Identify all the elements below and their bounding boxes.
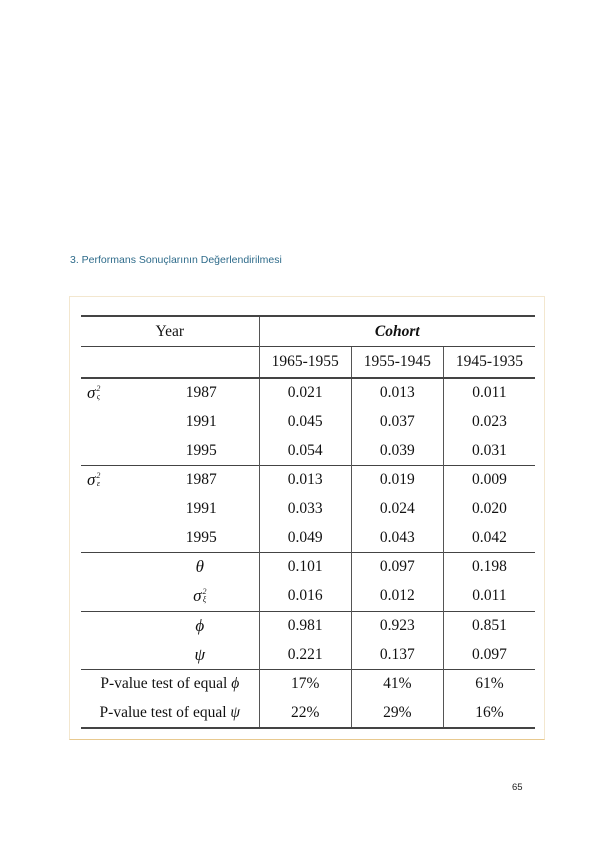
table-cell: 0.097 [442,640,535,670]
cohort-ranges-row: 1965-1955 1955-1945 1945-1935 [81,346,535,379]
table-cell: 0.045 [258,407,352,437]
table-row: P-value test of equal ψ 22% 29% 16% [81,698,535,730]
table-cell: 17% [258,668,352,699]
table-cell: 0.011 [442,581,535,611]
table-cell: 0.013 [350,378,444,408]
table-cell: 0.009 [442,465,535,495]
table-cell: 0.221 [258,640,352,670]
table-cell: 0.037 [350,407,444,437]
cohort-header: Cohort [258,315,535,347]
table-cell: 41% [350,668,444,699]
table-frame [69,296,545,740]
table-cell: 0.012 [350,581,444,611]
section-heading: 3. Performans Sonuçlarının Değerlendiril… [70,254,282,266]
table-cell: 0.021 [258,378,352,408]
phi-symbol: ϕ [195,615,205,635]
table-cell: 0.198 [442,552,535,582]
pvalue-phi-label: P-value test of equal ϕ [81,668,260,699]
year-label: 1987 [185,471,217,489]
table-header-row: Year Cohort [81,315,535,347]
year-label: 1991 [185,500,217,518]
table-row: ψ 0.221 0.137 0.097 [81,640,535,670]
table-cell: 0.019 [350,465,444,495]
table-row: 1995 0.049 0.043 0.042 [81,523,535,553]
table-cell: 0.923 [350,610,444,641]
table-cell: 0.137 [350,640,444,670]
table-row: θ 0.101 0.097 0.198 [81,552,535,582]
table-cell: 0.031 [442,436,535,466]
table-cell: 61% [442,668,535,699]
table-cell: 0.851 [442,610,535,641]
table-cell: 0.043 [350,523,444,553]
page-number: 65 [512,782,523,793]
table-row: P-value test of equal ϕ 17% 41% 61% [81,668,535,699]
pvalue-psi-label: P-value test of equal ψ [81,698,260,730]
table-cell: 0.013 [258,465,352,495]
table-row: ϕ 0.981 0.923 0.851 [81,610,535,641]
table-cell: 16% [442,698,535,730]
table-cell: 0.101 [258,552,352,582]
results-table: Year Cohort 1965-1955 1955-1945 1945-193… [81,315,535,730]
table-cell: 0.054 [258,436,352,466]
table-cell: 0.024 [350,494,444,524]
table-cell: 22% [258,698,352,730]
theta-symbol: θ [195,557,204,577]
table-cell: 0.039 [350,436,444,466]
year-label: 1991 [185,413,217,431]
table-cell: 29% [350,698,444,730]
year-label: 1987 [185,384,217,402]
table-cell: 0.097 [350,552,444,582]
cohort-range: 1965-1955 [258,346,352,379]
psi-symbol: ψ [194,644,206,664]
table-row: 1995 0.054 0.039 0.031 [81,436,535,466]
table-cell: 0.042 [442,523,535,553]
cohort-range: 1945-1935 [442,346,535,379]
year-label: 1995 [185,528,217,546]
table-row: 1991 0.045 0.037 0.023 [81,407,535,437]
year-label: 1995 [185,441,217,459]
table-cell: 0.981 [258,610,352,641]
table-cell: 0.020 [442,494,535,524]
table-cell: 0.023 [442,407,535,437]
table-cell: 0.033 [258,494,352,524]
table-cell: 0.016 [258,581,352,611]
table-cell: 0.049 [258,523,352,553]
year-header: Year [81,315,260,347]
cohort-range: 1955-1945 [350,346,444,379]
table-row: 1991 0.033 0.024 0.020 [81,494,535,524]
table-cell: 0.011 [442,378,535,408]
